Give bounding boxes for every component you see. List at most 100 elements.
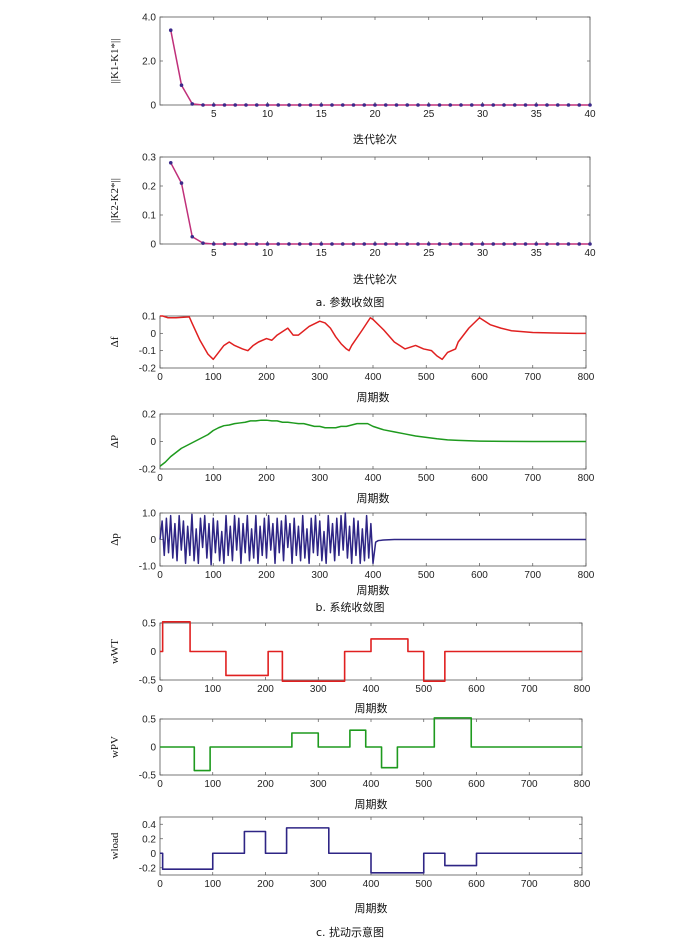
x-tick-label: 500 <box>415 879 432 890</box>
data-point <box>276 242 281 246</box>
data-point <box>287 103 291 107</box>
data-point <box>448 242 453 246</box>
data-point <box>254 103 259 107</box>
x-tick-label: 40 <box>584 109 596 120</box>
y-axis-label: ||K1-K1*|| <box>109 39 121 84</box>
y-axis-label: wPV <box>109 736 121 758</box>
x-tick-label: 10 <box>262 109 274 120</box>
data-point <box>459 103 463 107</box>
data-point <box>222 242 227 246</box>
x-tick-label: 200 <box>257 684 274 695</box>
y-tick-label: 0.1 <box>142 312 156 323</box>
data-point <box>222 103 227 107</box>
data-point <box>211 103 216 107</box>
series-line <box>170 30 590 106</box>
data-point <box>297 103 302 107</box>
data-point <box>394 242 399 246</box>
y-axis-label: Δf <box>109 336 121 347</box>
data-point <box>577 242 582 246</box>
x-tick-label: 700 <box>521 779 538 790</box>
x-axis-label: 周期数 <box>355 798 388 811</box>
x-axis-label: 周期数 <box>357 492 390 505</box>
x-tick-label: 100 <box>204 879 221 890</box>
x-tick-label: 0 <box>157 879 163 890</box>
data-point <box>373 103 377 107</box>
caption-b: b. 系统收敛图 <box>316 600 385 614</box>
x-tick-label: 600 <box>471 372 488 383</box>
x-tick-label: 800 <box>574 779 591 790</box>
y-tick-label: 0.1 <box>142 211 156 222</box>
x-tick-label: 200 <box>258 570 275 581</box>
data-point <box>254 242 259 246</box>
x-axis-label: 周期数 <box>357 584 390 597</box>
data-point <box>265 103 270 107</box>
x-tick-label: 5 <box>211 248 217 259</box>
x-tick-label: 500 <box>415 684 432 695</box>
data-point <box>351 103 356 107</box>
x-tick-label: 400 <box>363 684 380 695</box>
x-axis-label: 迭代轮次 <box>353 272 397 286</box>
data-point <box>534 103 539 107</box>
x-tick-label: 25 <box>423 109 435 120</box>
x-tick-label: 700 <box>524 473 541 484</box>
data-point <box>512 242 517 246</box>
y-tick-label: 0 <box>150 329 156 340</box>
x-tick-label: 400 <box>365 570 382 581</box>
x-tick-label: 600 <box>471 473 488 484</box>
x-tick-label: 30 <box>477 248 489 259</box>
data-point <box>233 242 238 246</box>
chart-k1: 5 10 15 20 25 30 35 40 0 2.0 4.0 迭代轮次 ||K1-K1*|| <box>109 13 596 147</box>
data-point <box>555 242 560 246</box>
x-tick-label: 100 <box>205 372 222 383</box>
data-point <box>588 242 592 246</box>
x-tick-label: 100 <box>204 684 221 695</box>
x-tick-label: 0 <box>157 684 163 695</box>
data-point <box>545 242 549 246</box>
x-tick-label: 300 <box>310 879 327 890</box>
data-point <box>459 242 463 246</box>
data-point <box>373 242 377 246</box>
x-tick-label: 0 <box>157 779 163 790</box>
data-point <box>319 103 324 107</box>
data-point <box>523 242 528 246</box>
y-tick-label: 4.0 <box>142 13 156 24</box>
data-point <box>426 103 431 107</box>
y-tick-label: 0.2 <box>142 182 156 193</box>
data-point <box>340 242 345 246</box>
x-tick-label: 30 <box>477 109 489 120</box>
y-tick-label: 0 <box>150 101 156 112</box>
data-point <box>555 103 560 107</box>
x-tick-label: 300 <box>311 372 328 383</box>
data-point <box>168 161 173 165</box>
y-tick-label: -1.0 <box>139 562 157 573</box>
data-point <box>168 28 173 32</box>
data-point <box>211 242 216 246</box>
x-tick-label: 400 <box>365 372 382 383</box>
y-tick-label: 0.3 <box>142 153 156 164</box>
x-tick-label: 800 <box>578 570 595 581</box>
data-point <box>244 103 248 107</box>
plot-frame <box>159 16 591 106</box>
x-tick-label: 100 <box>205 570 222 581</box>
x-tick-label: 20 <box>369 109 381 120</box>
x-tick-label: 0 <box>157 372 163 383</box>
x-tick-label: 500 <box>415 779 432 790</box>
y-tick-label: 0 <box>150 743 156 754</box>
plot-frame <box>159 315 587 369</box>
x-tick-label: 300 <box>310 779 327 790</box>
x-tick-label: 200 <box>257 879 274 890</box>
x-tick-label: 400 <box>365 473 382 484</box>
data-point <box>566 242 571 246</box>
x-axis-label: 迭代轮次 <box>353 132 397 146</box>
y-tick-label: 0.5 <box>142 715 156 726</box>
data-point <box>502 242 506 246</box>
x-tick-label: 700 <box>521 684 538 695</box>
y-tick-label: -0.2 <box>139 863 157 874</box>
data-point <box>426 242 431 246</box>
chart-df: 0 100 200 300 400 500 600 700 800 0.1 0 -0.1 -0.2 周期数… <box>109 312 595 405</box>
x-tick-label: 100 <box>204 779 221 790</box>
y-tick-label: 0.2 <box>142 834 156 845</box>
data-point <box>179 83 184 87</box>
